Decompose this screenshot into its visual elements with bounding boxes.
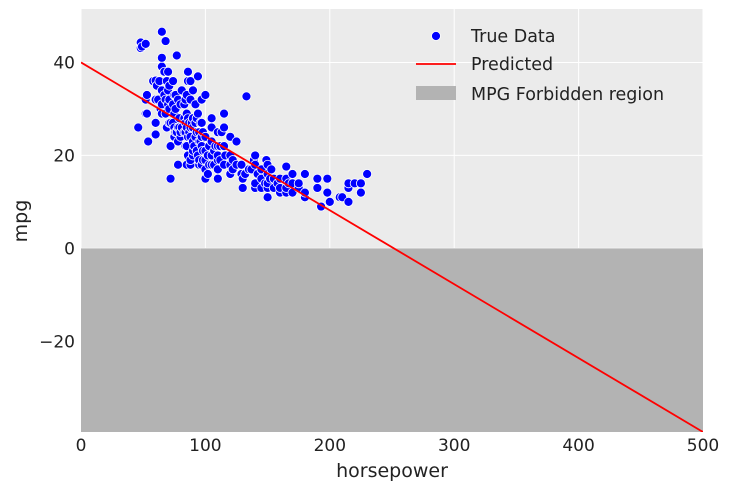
data-point: [140, 38, 151, 49]
legend-label-forbidden: MPG Forbidden region: [471, 85, 664, 105]
data-point: [196, 117, 207, 128]
y-axis-ticks: −20 0 20 40: [39, 53, 75, 352]
x-tick-label: 500: [687, 436, 719, 456]
predicted-line: [81, 61, 703, 432]
data-point: [287, 169, 298, 179]
data-point: [193, 71, 203, 82]
data-point: [236, 159, 247, 170]
data-point: [322, 187, 333, 198]
y-tick-label: −20: [39, 332, 75, 352]
data-point: [142, 90, 152, 100]
x-axis-ticks: 0 100 200 300 400 500: [76, 436, 720, 456]
data-point: [231, 136, 242, 147]
data-point: [165, 141, 176, 152]
data-point: [241, 91, 252, 102]
data-point: [362, 169, 373, 179]
data-point: [343, 197, 354, 207]
data-point: [262, 192, 273, 203]
data-point: [355, 178, 366, 189]
data-point: [185, 76, 196, 86]
data-point: [150, 129, 161, 140]
data-point: [133, 122, 144, 133]
x-tick-label: 300: [438, 436, 470, 456]
y-tick-label: 20: [53, 146, 75, 166]
data-point: [156, 26, 167, 37]
data-point: [206, 113, 217, 124]
data-point: [324, 197, 335, 207]
data-point: [200, 90, 211, 100]
data-point: [312, 173, 323, 184]
data-point: [322, 173, 333, 184]
x-tick-label: 0: [76, 436, 87, 456]
y-tick-label: 0: [64, 239, 75, 259]
data-point: [171, 50, 182, 61]
mpg-forbidden-region: [81, 248, 703, 432]
data-point: [293, 178, 304, 189]
legend-label-predicted: Predicted: [471, 55, 553, 75]
legend-item-true-data: True Data: [431, 27, 556, 47]
legend-item-predicted: Predicted: [416, 55, 553, 75]
data-point: [202, 169, 213, 179]
data-point: [237, 183, 248, 193]
data-point: [165, 173, 176, 184]
data-point: [250, 150, 261, 161]
data-point: [183, 66, 193, 77]
data-point: [150, 117, 161, 128]
data-point: [266, 164, 277, 175]
data-point: [143, 136, 154, 147]
data-point: [312, 183, 323, 193]
data-point: [188, 85, 198, 96]
legend-marker-true-data: [431, 31, 441, 41]
data-point: [193, 108, 203, 119]
data-point: [281, 161, 292, 172]
x-tick-label: 400: [562, 436, 594, 456]
data-point: [219, 108, 229, 119]
data-point: [173, 159, 183, 170]
y-axis-label: mpg: [10, 200, 32, 243]
data-point: [163, 66, 173, 77]
x-axis-label: horsepower: [336, 460, 448, 482]
data-point: [156, 52, 167, 63]
data-point: [300, 169, 310, 179]
legend-marker-forbidden: [416, 86, 456, 100]
data-point: [168, 76, 178, 86]
data-point: [219, 122, 229, 133]
y-tick-label: 40: [53, 53, 75, 73]
data-point: [355, 187, 366, 198]
legend-label-true-data: True Data: [470, 27, 556, 47]
data-point: [160, 36, 171, 46]
legend: True Data Predicted MPG Forbidden region: [416, 27, 664, 105]
data-point: [142, 108, 152, 119]
x-tick-label: 100: [189, 436, 221, 456]
data-point: [212, 173, 223, 184]
true-data-series: [133, 26, 373, 212]
legend-item-forbidden: MPG Forbidden region: [416, 85, 664, 105]
x-tick-label: 200: [314, 436, 346, 456]
